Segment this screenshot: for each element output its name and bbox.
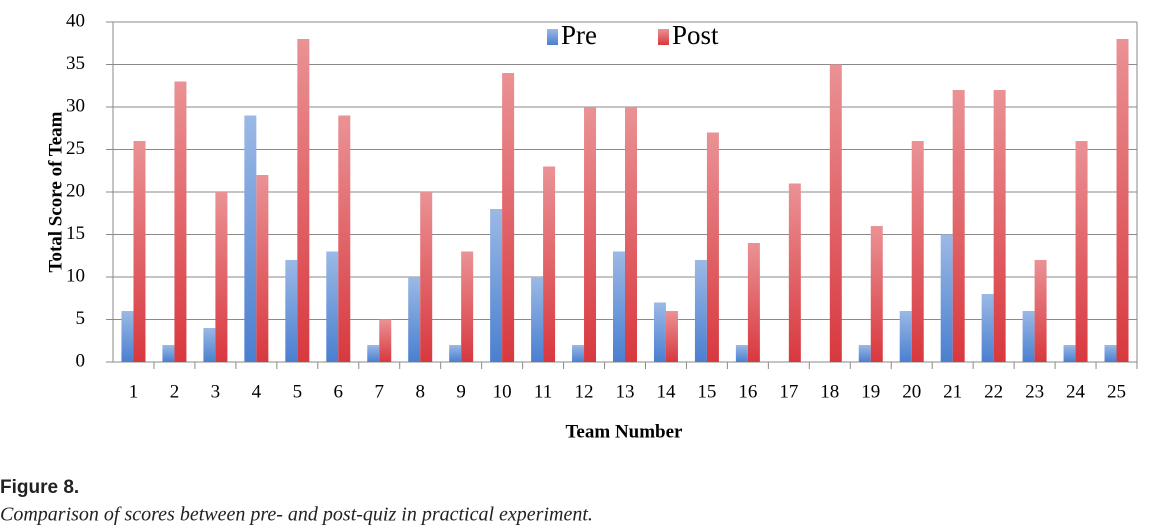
- legend-swatch: [658, 29, 669, 45]
- x-tick-label: 23: [1025, 381, 1044, 402]
- bar: [256, 175, 269, 362]
- bar: [338, 115, 351, 362]
- bar: [735, 345, 748, 362]
- y-tick-label: 40: [66, 10, 85, 31]
- bar: [244, 115, 257, 362]
- y-tick-label: 10: [66, 265, 85, 286]
- x-tick-label: 12: [575, 381, 594, 402]
- bar: [367, 345, 380, 362]
- x-tick-label: 11: [534, 381, 552, 402]
- x-tick-label: 10: [493, 381, 512, 402]
- bar: [1116, 39, 1129, 362]
- bar: [326, 251, 339, 362]
- bar: [993, 90, 1006, 362]
- bar: [1104, 345, 1117, 362]
- bar: [162, 345, 175, 362]
- x-axis-title: Team Number: [566, 421, 684, 442]
- x-tick-label: 15: [697, 381, 716, 402]
- x-tick-label: 2: [170, 381, 180, 402]
- x-tick-label: 13: [616, 381, 635, 402]
- x-tick-label: 22: [984, 381, 1003, 402]
- y-tick-label: 15: [66, 223, 85, 244]
- figure-label: Figure 8.: [0, 477, 79, 498]
- bar: [952, 90, 965, 362]
- bar: [694, 260, 707, 362]
- bar: [940, 234, 953, 362]
- legend-label: Post: [672, 20, 719, 50]
- x-tick-label: 8: [415, 381, 425, 402]
- bar: [858, 345, 871, 362]
- x-tick-label: 1: [129, 381, 139, 402]
- bar: [870, 226, 883, 362]
- x-tick-label: 4: [252, 381, 262, 402]
- bar: [490, 209, 503, 362]
- y-tick-label: 0: [76, 350, 86, 371]
- x-tick-label: 25: [1107, 381, 1126, 402]
- bar: [981, 294, 994, 362]
- bar: [1075, 141, 1088, 362]
- bar: [1034, 260, 1047, 362]
- legend-label: Pre: [561, 20, 597, 50]
- x-tick-label: 16: [738, 381, 757, 402]
- x-tick-label: 7: [374, 381, 384, 402]
- legend-swatch: [547, 29, 558, 45]
- bar: [449, 345, 462, 362]
- x-tick-label: 3: [211, 381, 221, 402]
- y-tick-label: 25: [66, 138, 85, 159]
- y-tick-label: 5: [76, 308, 86, 329]
- x-tick-label: 18: [820, 381, 839, 402]
- bar: [531, 277, 544, 362]
- bar: [420, 192, 433, 362]
- bar: [215, 192, 228, 362]
- x-tick-label: 19: [861, 381, 880, 402]
- bar: [911, 141, 924, 362]
- bar: [572, 345, 585, 362]
- bar: [297, 39, 310, 362]
- figure-caption: Comparison of scores between pre- and po…: [0, 504, 593, 526]
- bar: [502, 73, 515, 362]
- bar: [653, 302, 666, 362]
- x-tick-label: 17: [779, 381, 798, 402]
- bar: [461, 251, 474, 362]
- bar: [285, 260, 298, 362]
- x-tick-label: 9: [456, 381, 466, 402]
- bar: [203, 328, 216, 362]
- y-tick-label: 35: [66, 53, 85, 74]
- bar: [788, 183, 801, 362]
- bar: [174, 81, 187, 362]
- bar: [379, 319, 392, 362]
- bar: [543, 166, 556, 362]
- bar: [625, 107, 637, 362]
- bar: [747, 243, 760, 362]
- x-tick-label: 24: [1066, 381, 1086, 402]
- bar: [584, 107, 597, 362]
- x-tick-label: 14: [656, 381, 676, 402]
- bar: [1022, 311, 1035, 362]
- bar: [706, 132, 719, 362]
- bar: [829, 64, 842, 362]
- bar: [408, 277, 421, 362]
- y-axis-title: Total Score of Team: [45, 111, 66, 272]
- x-tick-label: 20: [902, 381, 921, 402]
- bar: [133, 141, 146, 362]
- x-tick-label: 5: [293, 381, 303, 402]
- x-tick-label: 6: [334, 381, 344, 402]
- y-tick-label: 20: [66, 180, 85, 201]
- bar: [665, 311, 678, 362]
- bar: [121, 311, 134, 362]
- x-tick-label: 21: [943, 381, 962, 402]
- bar: [1063, 345, 1076, 362]
- bar: [899, 311, 912, 362]
- bar: [613, 251, 625, 362]
- y-tick-label: 30: [66, 95, 85, 116]
